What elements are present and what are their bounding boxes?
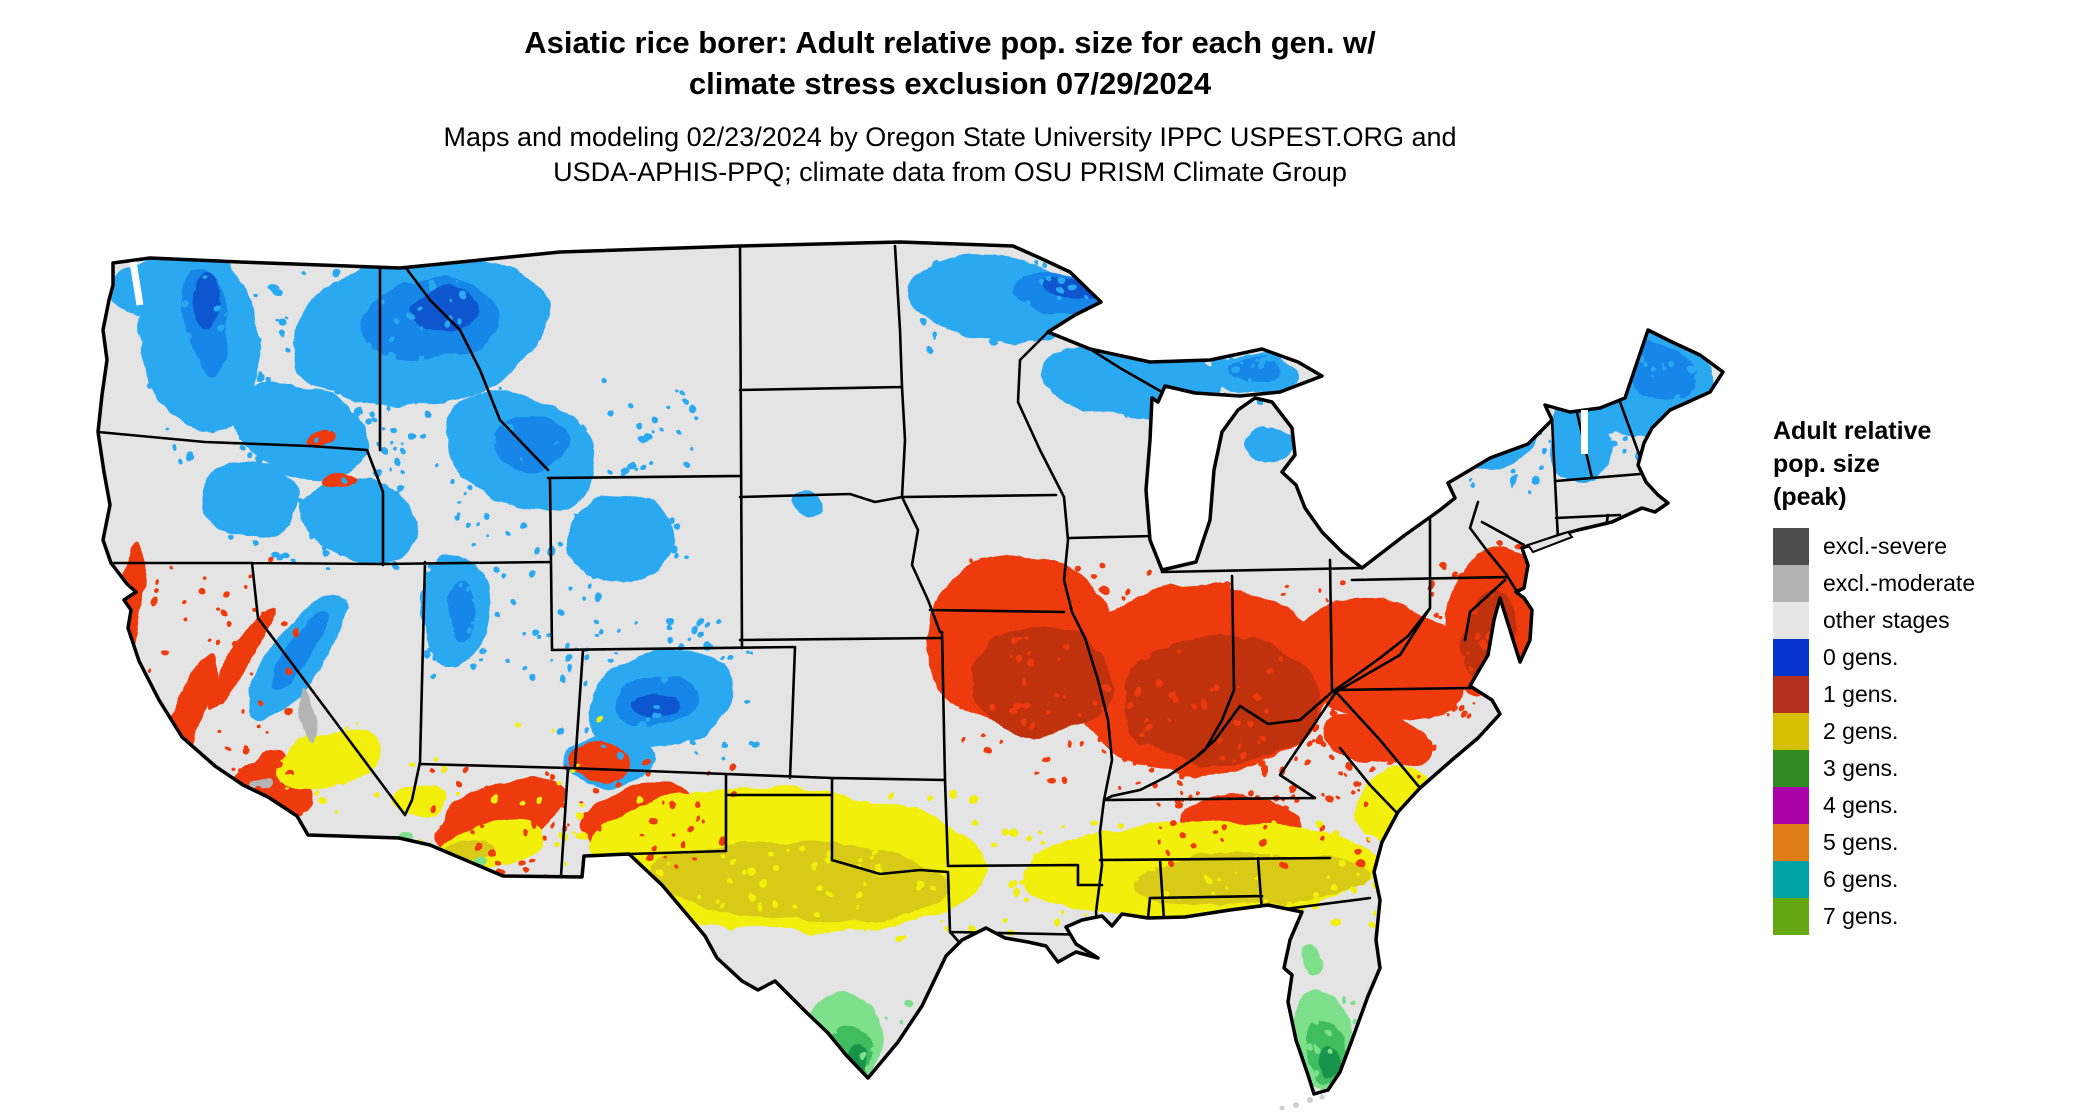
raster-speckles bbox=[98, 259, 1723, 1094]
legend-swatch bbox=[1773, 639, 1809, 676]
map-subtitle-line2: USDA-APHIS-PPQ; climate data from OSU PR… bbox=[553, 157, 1347, 187]
legend-item: 2 gens. bbox=[1773, 713, 2083, 750]
florida-keys bbox=[1279, 1094, 1325, 1111]
legend-swatch bbox=[1773, 565, 1809, 602]
legend-swatch bbox=[1773, 787, 1809, 824]
map-subtitle-line1: Maps and modeling 02/23/2024 by Oregon S… bbox=[443, 122, 1457, 152]
legend-swatch bbox=[1773, 713, 1809, 750]
legend-label: other stages bbox=[1823, 607, 1950, 633]
legend-label: 7 gens. bbox=[1823, 903, 1899, 929]
legend-label: 2 gens. bbox=[1823, 718, 1899, 744]
population-raster bbox=[98, 245, 1723, 1094]
legend-item: 7 gens. bbox=[1773, 898, 2083, 935]
legend-swatch bbox=[1773, 898, 1809, 935]
legend-item: 6 gens. bbox=[1773, 861, 2083, 898]
legend-label: 0 gens. bbox=[1823, 644, 1899, 670]
map-title-line2: climate stress exclusion 07/29/2024 bbox=[688, 66, 1212, 101]
legend-item: other stages bbox=[1773, 602, 2083, 639]
legend-item: excl.-moderate bbox=[1773, 565, 2083, 602]
raster-excl-moderate bbox=[250, 687, 318, 788]
legend-label: 6 gens. bbox=[1823, 866, 1899, 892]
state-borders bbox=[98, 244, 1645, 954]
legend-swatch bbox=[1773, 824, 1809, 861]
legend-swatch bbox=[1773, 676, 1809, 713]
legend-swatch bbox=[1773, 528, 1809, 565]
legend-item: 5 gens. bbox=[1773, 824, 2083, 861]
legend-item: 4 gens. bbox=[1773, 787, 2083, 824]
long-island bbox=[1526, 530, 1574, 554]
legend-item: excl.-severe bbox=[1773, 528, 2083, 565]
legend-title-line2: pop. size bbox=[1773, 450, 1880, 478]
puget-sound bbox=[129, 261, 144, 306]
legend-swatch bbox=[1773, 861, 1809, 898]
water-details bbox=[129, 261, 1588, 1111]
lake-champlain bbox=[1581, 410, 1588, 454]
legend-title-line3: (peak) bbox=[1773, 483, 1847, 511]
legend-title-line1: Adult relative bbox=[1773, 417, 1932, 445]
legend-label: 3 gens. bbox=[1823, 755, 1899, 781]
legend-label: excl.-severe bbox=[1823, 533, 1947, 559]
legend-label: 4 gens. bbox=[1823, 792, 1899, 818]
legend-label: 5 gens. bbox=[1823, 829, 1899, 855]
legend-items: excl.-severe excl.-moderate other stages 0 … bbox=[1773, 528, 2083, 935]
legend-item: 0 gens. bbox=[1773, 639, 2083, 676]
legend-item: 1 gens. bbox=[1773, 676, 2083, 713]
legend: Adult relative pop. size (peak) excl.-se… bbox=[1773, 415, 2083, 935]
legend-swatch bbox=[1773, 602, 1809, 639]
raster-2gens-mustard bbox=[445, 839, 1370, 921]
map-title-line1: Asiatic rice borer: Adult relative pop. … bbox=[524, 25, 1376, 60]
legend-item: 3 gens. bbox=[1773, 750, 2083, 787]
legend-swatch bbox=[1773, 750, 1809, 787]
legend-label: 1 gens. bbox=[1823, 681, 1899, 707]
title-block: Asiatic rice borer: Adult relative pop. … bbox=[0, 22, 1900, 190]
legend-label: excl.-moderate bbox=[1823, 570, 1976, 596]
